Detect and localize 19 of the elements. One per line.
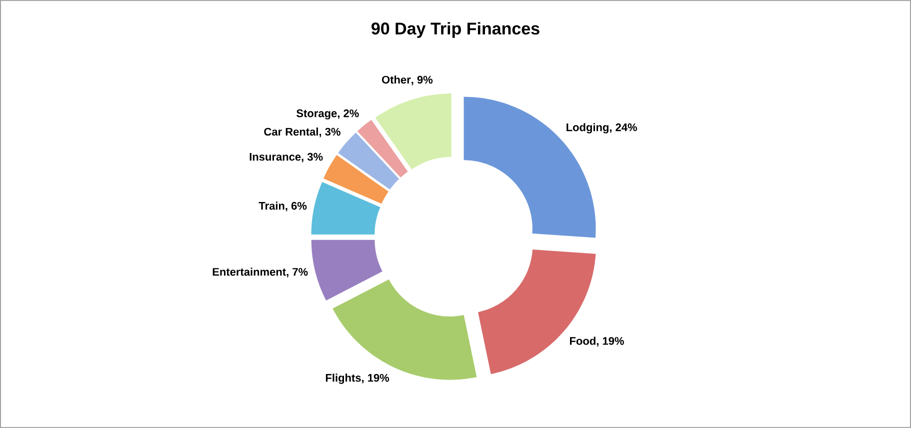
slice-label: Insurance bbox=[250, 153, 301, 161]
data-label: , 19% bbox=[362, 374, 390, 384]
slice-label: Train bbox=[258, 202, 284, 210]
data-label: , 3% bbox=[319, 128, 340, 138]
slice-label: Car Rental bbox=[264, 128, 318, 136]
slice-label: Food bbox=[570, 336, 596, 345]
data-label: , 7% bbox=[286, 268, 308, 278]
slice-label: Entertainment bbox=[212, 268, 286, 276]
slice-label: Storage bbox=[296, 109, 337, 120]
data-label: , 24% bbox=[610, 123, 638, 133]
data-label: , 6% bbox=[286, 202, 307, 212]
data-label: , 3% bbox=[302, 152, 323, 162]
slice-label: Lodging bbox=[566, 123, 608, 134]
data-label: , 19% bbox=[596, 337, 624, 346]
chart-title: 90 Day Trip Finances bbox=[372, 22, 540, 38]
slice-label: Flights bbox=[326, 374, 361, 384]
data-label: , 2% bbox=[338, 109, 359, 119]
slice-label: Other bbox=[382, 76, 411, 84]
data-label: , 9% bbox=[412, 76, 433, 86]
